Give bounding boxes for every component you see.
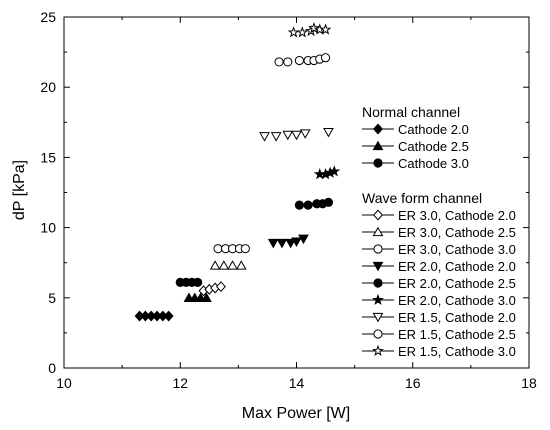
legend-marker bbox=[372, 344, 384, 357]
data-point bbox=[294, 200, 304, 210]
legend-label: ER 2.0, Cathode 2.5 bbox=[398, 276, 516, 291]
legend-marker bbox=[372, 293, 384, 306]
legend-label: Cathode 2.0 bbox=[398, 122, 469, 137]
data-point bbox=[323, 127, 334, 138]
y-tick-label: 0 bbox=[48, 360, 56, 376]
x-tick-label: 16 bbox=[405, 375, 421, 391]
data-point bbox=[213, 244, 223, 254]
data-point bbox=[328, 165, 341, 177]
y-tick-label: 10 bbox=[40, 220, 56, 236]
series-8 bbox=[313, 165, 341, 180]
x-tick-label: 12 bbox=[172, 375, 188, 391]
legend-marker bbox=[373, 158, 383, 168]
series-6 bbox=[267, 234, 309, 249]
legend-marker bbox=[373, 244, 383, 254]
data-point bbox=[282, 130, 294, 141]
series-1 bbox=[183, 292, 212, 302]
data-point bbox=[303, 200, 313, 210]
data-point bbox=[267, 238, 279, 249]
data-point bbox=[299, 129, 311, 139]
x-tick-label: 14 bbox=[289, 375, 305, 391]
legend-entry: ER 1.5, Cathode 2.0 bbox=[362, 310, 516, 325]
legend-label: ER 3.0, Cathode 3.0 bbox=[398, 242, 516, 257]
legend-label: ER 1.5, Cathode 3.0 bbox=[398, 344, 516, 359]
legend-marker bbox=[372, 140, 384, 151]
data-point bbox=[320, 53, 331, 63]
series-2 bbox=[175, 277, 203, 287]
series-9 bbox=[259, 127, 334, 142]
series-10 bbox=[274, 53, 331, 67]
legend-entry: ER 2.0, Cathode 3.0 bbox=[362, 293, 516, 308]
data-point bbox=[259, 132, 270, 142]
axes: 10 12 14 16 18 0 5 10 15 20 25 bbox=[40, 9, 537, 391]
data-point bbox=[283, 57, 293, 67]
data-point bbox=[209, 260, 221, 270]
data-point bbox=[276, 238, 288, 249]
legend-entry: ER 3.0, Cathode 3.0 bbox=[362, 242, 516, 257]
data-point bbox=[291, 130, 302, 141]
legend-label: Cathode 2.5 bbox=[398, 139, 469, 154]
x-tick-label: 10 bbox=[56, 375, 72, 391]
data-point bbox=[298, 234, 309, 245]
y-tick-label: 15 bbox=[40, 149, 56, 165]
legend-marker bbox=[372, 312, 384, 323]
legend-marker bbox=[372, 261, 384, 272]
data-point bbox=[285, 238, 297, 249]
series-7 bbox=[294, 197, 334, 210]
data-point bbox=[287, 26, 300, 38]
y-tick-label: 20 bbox=[40, 79, 56, 95]
legend-title: Wave form channel bbox=[362, 190, 482, 206]
legend-label: Cathode 3.0 bbox=[398, 156, 469, 171]
y-axis-label: dP [kPa] bbox=[11, 160, 28, 220]
legend-label: ER 3.0, Cathode 2.0 bbox=[398, 208, 516, 223]
legend-label: ER 2.0, Cathode 3.0 bbox=[398, 293, 516, 308]
data-point bbox=[274, 57, 284, 67]
legend-marker bbox=[373, 278, 383, 288]
legend-entry: Cathode 2.0 bbox=[362, 122, 469, 137]
legend-entry: ER 1.5, Cathode 3.0 bbox=[362, 344, 516, 359]
legend-entry: Cathode 2.5 bbox=[362, 139, 469, 154]
legend-marker bbox=[373, 123, 383, 135]
series-3 bbox=[198, 281, 226, 297]
data-point bbox=[240, 244, 250, 254]
data-point bbox=[227, 260, 238, 270]
data-point bbox=[319, 23, 332, 35]
legend-entry: Cathode 3.0 bbox=[362, 156, 469, 171]
legend-title: Normal channel bbox=[362, 104, 460, 120]
y-tick-label: 25 bbox=[40, 9, 56, 25]
data-point bbox=[323, 197, 334, 207]
data-marks bbox=[134, 22, 341, 322]
x-axis-label: Max Power [W] bbox=[242, 405, 350, 422]
legend-marker bbox=[373, 209, 383, 221]
legend-entry: ER 3.0, Cathode 2.0 bbox=[362, 208, 516, 223]
data-point bbox=[201, 292, 212, 302]
data-point bbox=[193, 277, 203, 287]
data-point bbox=[235, 260, 247, 270]
legend-marker bbox=[372, 226, 384, 237]
data-point bbox=[294, 55, 304, 66]
series-5 bbox=[213, 244, 250, 254]
x-tick-label: 18 bbox=[521, 375, 537, 391]
legend: Normal channel Cathode 2.0 Cathode 2.5 Cath… bbox=[362, 104, 516, 359]
y-tick-label: 5 bbox=[48, 290, 56, 306]
legend-label: ER 3.0, Cathode 2.5 bbox=[398, 225, 516, 240]
series-11 bbox=[287, 22, 332, 38]
legend-entry: ER 3.0, Cathode 2.5 bbox=[362, 225, 516, 240]
legend-entry: ER 2.0, Cathode 2.0 bbox=[362, 259, 516, 274]
legend-label: ER 1.5, Cathode 2.5 bbox=[398, 327, 516, 342]
data-point bbox=[218, 260, 230, 270]
legend-label: ER 1.5, Cathode 2.0 bbox=[398, 310, 516, 325]
data-point bbox=[215, 281, 226, 293]
series-4 bbox=[209, 260, 247, 270]
data-point bbox=[163, 310, 174, 322]
data-point bbox=[291, 237, 302, 247]
legend-label: ER 2.0, Cathode 2.0 bbox=[398, 259, 516, 274]
legend-marker bbox=[373, 329, 383, 339]
legend-entry: ER 2.0, Cathode 2.5 bbox=[362, 276, 516, 291]
data-point bbox=[296, 26, 309, 38]
data-point bbox=[270, 132, 282, 142]
series-0 bbox=[134, 310, 174, 322]
legend-entry: ER 1.5, Cathode 2.5 bbox=[362, 327, 516, 342]
